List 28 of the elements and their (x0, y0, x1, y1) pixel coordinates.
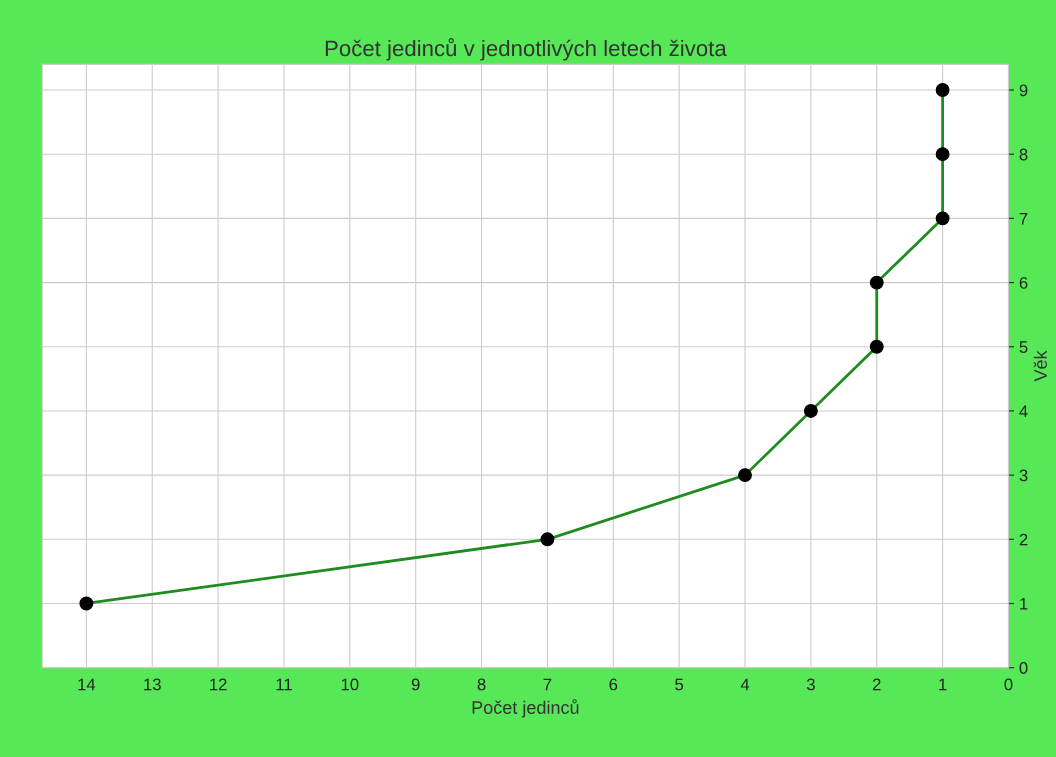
x-tick-label: 3 (806, 678, 815, 691)
x-axis-title: Počet jedinců (472, 699, 579, 718)
y-tick-label: 9 (1019, 84, 1028, 97)
y-axis-title: Věk (1033, 350, 1047, 382)
x-tick-label: 8 (477, 678, 486, 691)
y-tick-label: 8 (1019, 148, 1028, 161)
x-tick-label: 7 (543, 678, 552, 691)
y-tick-label: 5 (1019, 341, 1028, 353)
y-tick-label: 2 (1019, 533, 1028, 546)
x-tick-label: 14 (78, 678, 96, 691)
x-tick-label: 13 (144, 678, 161, 691)
x-tick-label: 9 (411, 678, 420, 691)
x-tick-label: 1 (939, 678, 947, 691)
x-tick-label: 12 (210, 678, 227, 691)
y-tick-label: 3 (1019, 469, 1028, 482)
y-tick-label: 7 (1019, 212, 1028, 225)
chart-title: Počet jedinců v jednotlivých letech života (325, 38, 727, 61)
x-tick-label: 5 (675, 678, 684, 691)
x-tick-label: 0 (1004, 678, 1013, 691)
y-tick-label: 0 (1019, 662, 1028, 674)
x-tick-label: 4 (740, 678, 750, 691)
y-tick-label: 4 (1019, 405, 1028, 417)
x-tick-label: 11 (276, 678, 292, 691)
y-tick-label: 6 (1019, 276, 1028, 289)
x-tick-label: 6 (609, 678, 618, 691)
y-tick-label: 1 (1020, 598, 1028, 610)
x-tick-label: 10 (341, 678, 359, 691)
x-tick-label: 2 (872, 678, 881, 691)
